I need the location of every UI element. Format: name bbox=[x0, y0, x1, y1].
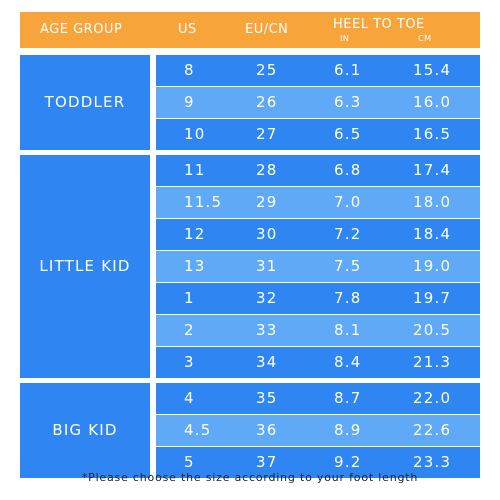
table-row: 8 25 6.1 15.4 bbox=[156, 55, 480, 86]
footnote: *Please choose the size according to you… bbox=[81, 471, 419, 484]
table-row: 12 30 7.2 18.4 bbox=[156, 219, 480, 250]
cell-in: 7.2 bbox=[334, 225, 362, 243]
table-row: 5 37 9.2 23.3 bbox=[156, 447, 480, 478]
cell-in: 6.8 bbox=[334, 161, 362, 179]
cell-eu: 30 bbox=[256, 225, 278, 243]
cell-cm: 19.0 bbox=[413, 257, 452, 275]
cell-eu: 34 bbox=[256, 353, 278, 371]
cell-in: 6.3 bbox=[334, 93, 362, 111]
cell-eu: 27 bbox=[256, 125, 278, 143]
cell-eu: 31 bbox=[256, 257, 278, 275]
cell-cm: 20.5 bbox=[413, 321, 452, 339]
cell-eu: 32 bbox=[256, 289, 278, 307]
cell-eu: 35 bbox=[256, 389, 278, 407]
cell-cm: 23.3 bbox=[413, 453, 452, 471]
table-row: 1 32 7.8 19.7 bbox=[156, 283, 480, 314]
cell-cm: 16.0 bbox=[413, 93, 452, 111]
table-row: 11 28 6.8 17.4 bbox=[156, 155, 480, 186]
cell-us: 12 bbox=[184, 225, 206, 243]
age-group-cell: TODDLER bbox=[20, 55, 150, 150]
cell-eu: 33 bbox=[256, 321, 278, 339]
age-group-cell: LITTLE KID bbox=[20, 155, 150, 378]
cell-eu: 37 bbox=[256, 453, 278, 471]
cell-cm: 16.5 bbox=[413, 125, 452, 143]
cell-us: 4.5 bbox=[184, 421, 212, 439]
cell-us: 9 bbox=[184, 93, 195, 111]
age-group-label: LITTLE KID bbox=[39, 256, 131, 275]
cell-eu: 29 bbox=[256, 193, 278, 211]
cell-us: 5 bbox=[184, 453, 195, 471]
header-cm: CM bbox=[418, 34, 432, 43]
table-row: 4.5 36 8.9 22.6 bbox=[156, 415, 480, 446]
size-chart: AGE GROUP US EU/CN HEEL TO TOE IN CM TOD… bbox=[20, 12, 480, 478]
cell-in: 7.5 bbox=[334, 257, 362, 275]
table-row: 2 33 8.1 20.5 bbox=[156, 315, 480, 346]
table-row: 10 27 6.5 16.5 bbox=[156, 119, 480, 150]
cell-cm: 17.4 bbox=[413, 161, 452, 179]
cell-in: 8.9 bbox=[334, 421, 362, 439]
cell-eu: 26 bbox=[256, 93, 278, 111]
cell-in: 9.2 bbox=[334, 453, 362, 471]
cell-us: 11.5 bbox=[184, 193, 223, 211]
table-row: 9 26 6.3 16.0 bbox=[156, 87, 480, 118]
age-group-label: TODDLER bbox=[44, 92, 126, 111]
header-us: US bbox=[178, 22, 197, 37]
cell-us: 11 bbox=[184, 161, 206, 179]
cell-us: 4 bbox=[184, 389, 195, 407]
cell-cm: 21.3 bbox=[413, 353, 452, 371]
table-row: 13 31 7.5 19.0 bbox=[156, 251, 480, 282]
header-eu-cn: EU/CN bbox=[245, 22, 289, 37]
cell-eu: 25 bbox=[256, 61, 278, 79]
cell-cm: 18.0 bbox=[413, 193, 452, 211]
cell-us: 3 bbox=[184, 353, 195, 371]
cell-in: 8.4 bbox=[334, 353, 362, 371]
cell-us: 10 bbox=[184, 125, 206, 143]
age-group-label: BIG KID bbox=[52, 420, 118, 439]
cell-us: 13 bbox=[184, 257, 206, 275]
header-heel-to-toe: HEEL TO TOE bbox=[333, 17, 425, 32]
header-age-group: AGE GROUP bbox=[40, 22, 123, 37]
cell-us: 8 bbox=[184, 61, 195, 79]
cell-in: 8.1 bbox=[334, 321, 362, 339]
cell-cm: 22.6 bbox=[413, 421, 452, 439]
cell-cm: 15.4 bbox=[413, 61, 452, 79]
cell-cm: 18.4 bbox=[413, 225, 452, 243]
cell-cm: 19.7 bbox=[413, 289, 452, 307]
cell-cm: 22.0 bbox=[413, 389, 452, 407]
cell-eu: 28 bbox=[256, 161, 278, 179]
table-row: 4 35 8.7 22.0 bbox=[156, 383, 480, 414]
table-header: AGE GROUP US EU/CN HEEL TO TOE IN CM bbox=[20, 12, 480, 48]
cell-in: 8.7 bbox=[334, 389, 362, 407]
table-row: 11.5 29 7.0 18.0 bbox=[156, 187, 480, 218]
cell-us: 2 bbox=[184, 321, 195, 339]
cell-in: 6.1 bbox=[334, 61, 362, 79]
cell-in: 7.8 bbox=[334, 289, 362, 307]
cell-eu: 36 bbox=[256, 421, 278, 439]
cell-in: 6.5 bbox=[334, 125, 362, 143]
cell-us: 1 bbox=[184, 289, 195, 307]
header-in: IN bbox=[340, 34, 350, 43]
age-group-cell: BIG KID bbox=[20, 383, 150, 478]
table-row: 3 34 8.4 21.3 bbox=[156, 347, 480, 378]
cell-in: 7.0 bbox=[334, 193, 362, 211]
